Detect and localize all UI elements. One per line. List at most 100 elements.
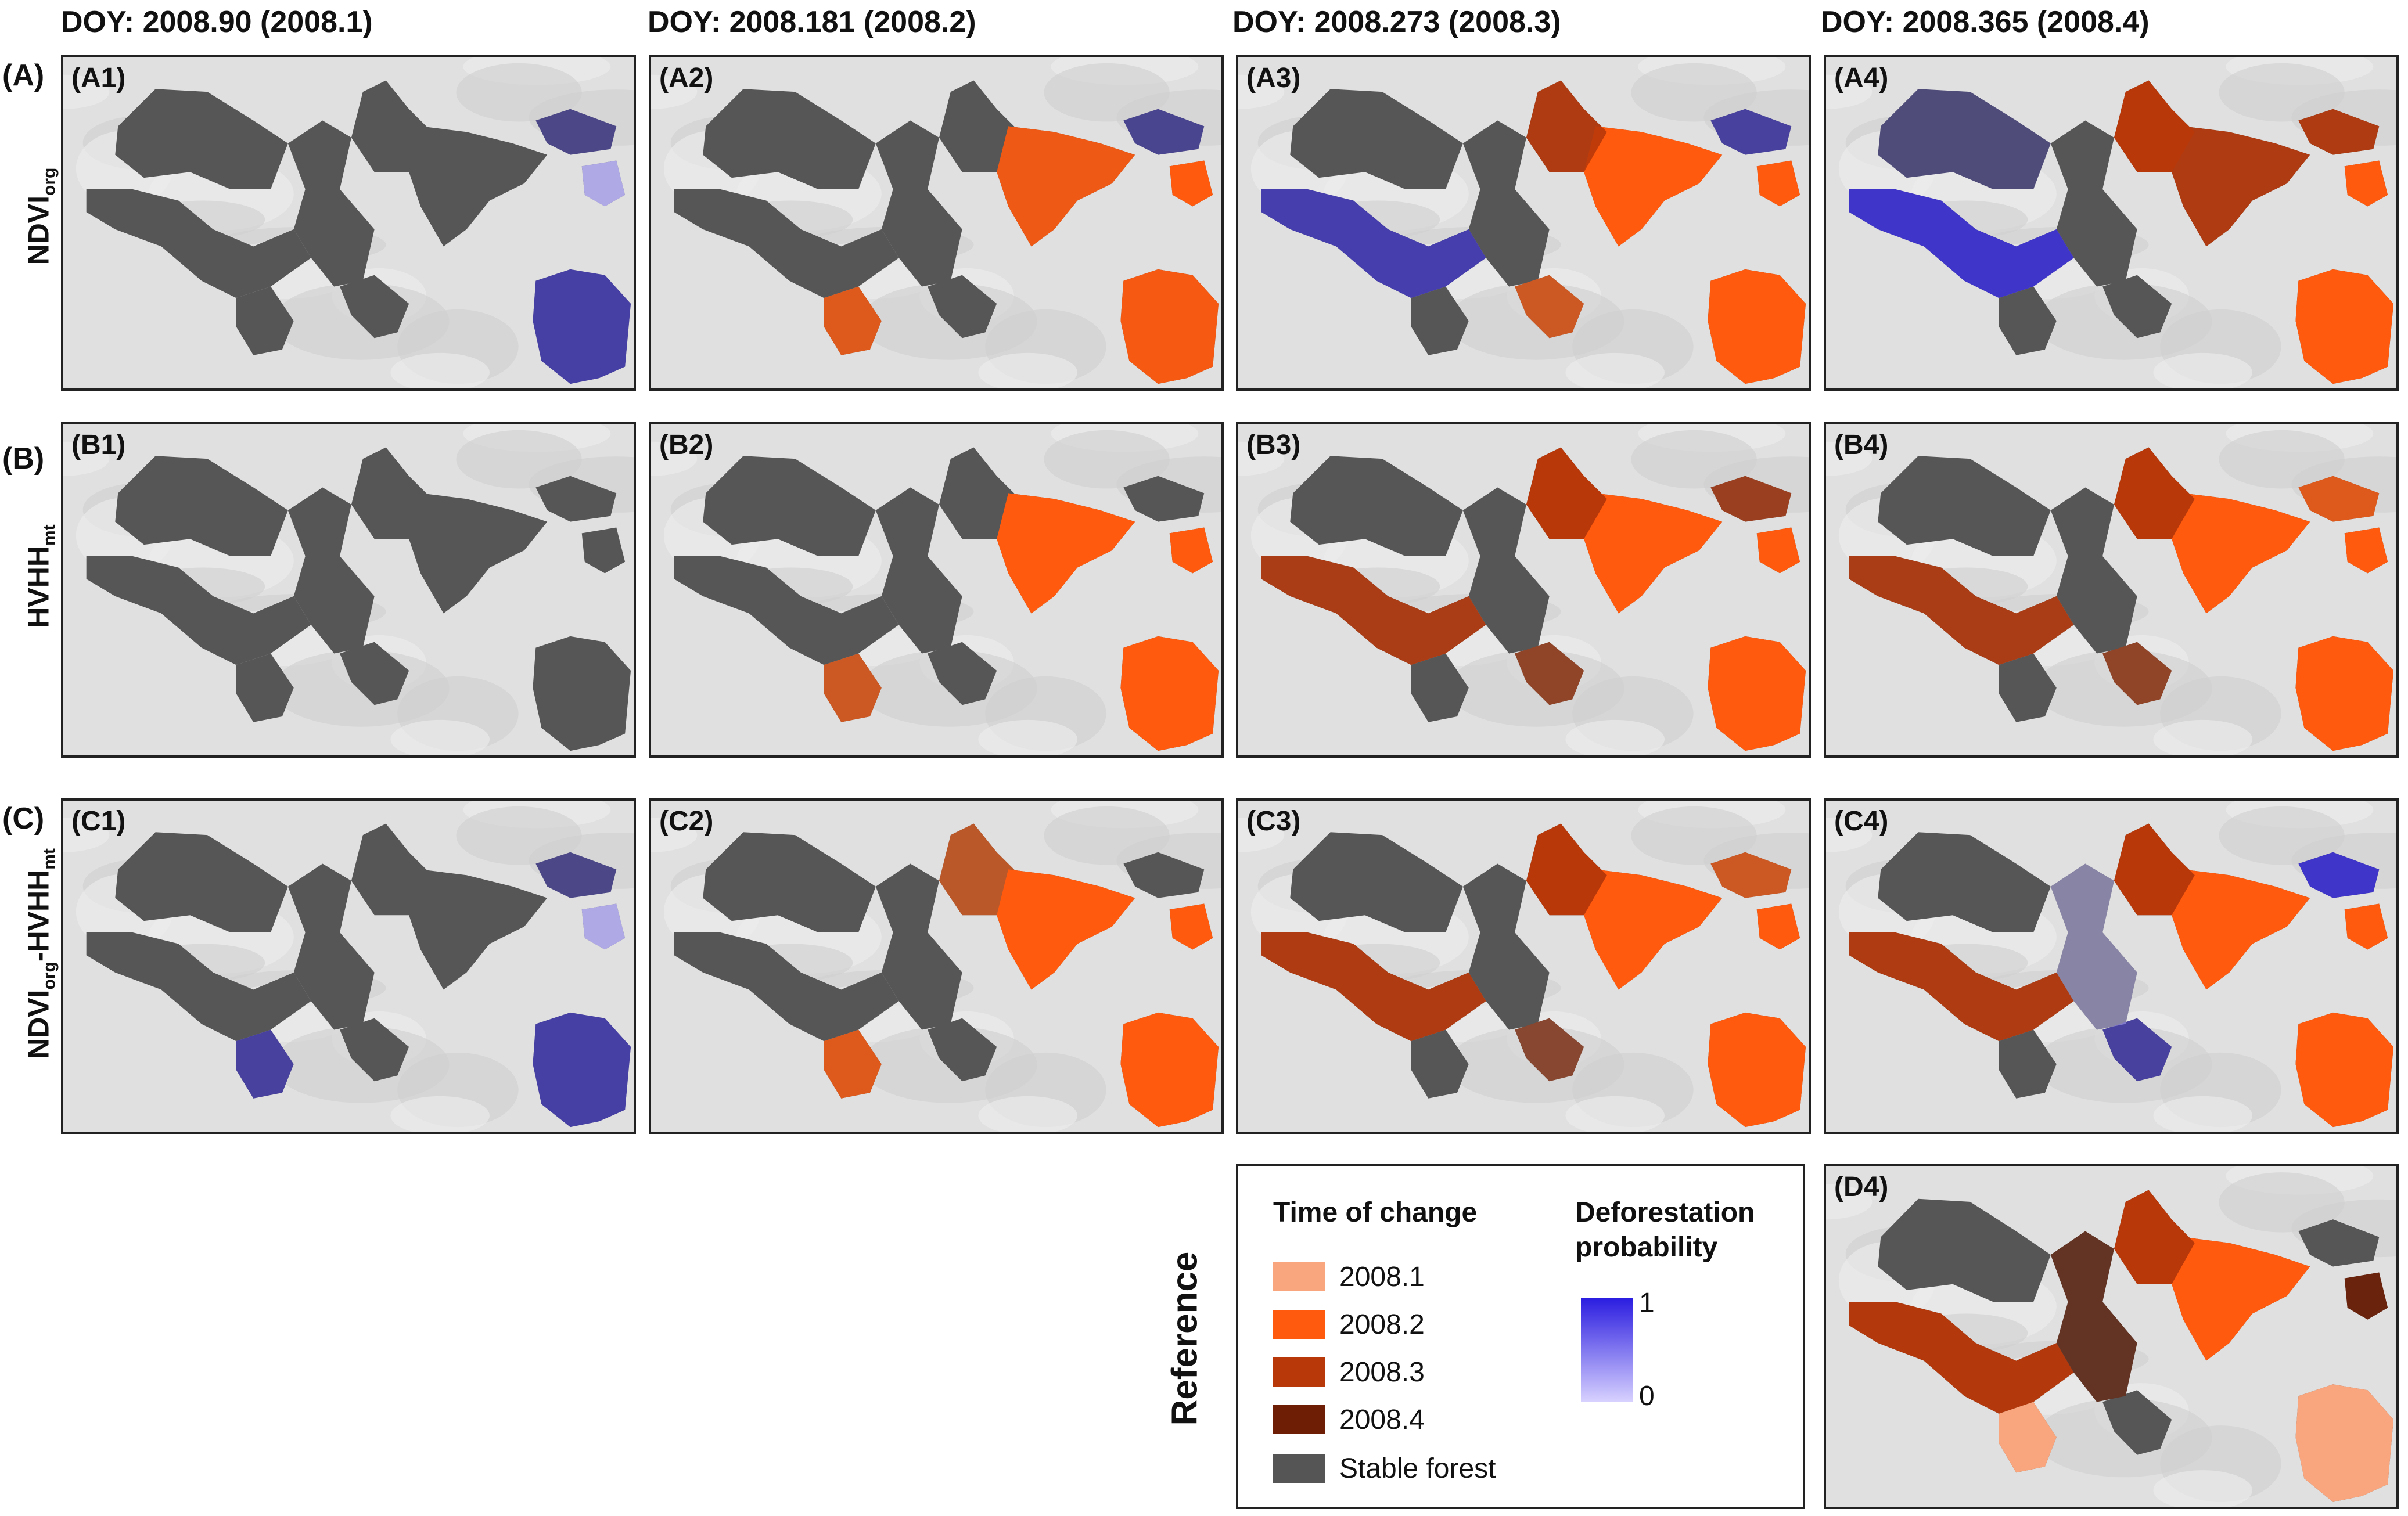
row-title-c: NDVIorg-HVHHmt <box>22 848 59 1059</box>
map-canvas <box>651 801 1221 1132</box>
legend: Time of change Deforestation probability… <box>1236 1164 1805 1509</box>
panel-label-b3: (B3) <box>1246 430 1301 460</box>
legend-swatch <box>1273 1454 1325 1483</box>
change-patch <box>2172 869 2310 990</box>
terrain-shade <box>1631 806 1757 865</box>
terrain-shade <box>1044 63 1170 122</box>
map-canvas <box>1238 57 1809 388</box>
terrain-shade <box>2219 63 2345 122</box>
change-patch <box>2344 527 2388 574</box>
forest-patch <box>1290 832 1463 932</box>
map-panel-c1: (C1) <box>61 798 636 1134</box>
forest-patch <box>2050 487 2137 654</box>
column-header-4: DOY: 2008.365 (2008.4) <box>1821 5 2150 39</box>
change-patch <box>1849 1302 2074 1414</box>
colorbar-max-label: 1 <box>1639 1288 1655 1319</box>
forest-patch <box>928 642 997 705</box>
forest-patch <box>535 109 617 155</box>
terrain-shade <box>1565 719 1665 755</box>
terrain-shade <box>1826 1184 1873 1220</box>
change-patch <box>533 1012 631 1128</box>
change-patch <box>2114 80 2195 172</box>
change-patch <box>2114 447 2195 539</box>
forest-patch <box>1462 487 1550 654</box>
change-patch <box>1261 556 1486 665</box>
forest-patch <box>1123 476 1205 522</box>
map-panel-b2: (B2) <box>649 422 1224 758</box>
column-header-2: DOY: 2008.181 (2008.2) <box>648 5 976 39</box>
change-patch <box>2295 1012 2394 1128</box>
forest-patch <box>1123 109 1205 155</box>
forest-patch <box>86 189 311 298</box>
panel-label-a2: (A2) <box>659 63 714 93</box>
change-patch <box>1849 932 2074 1042</box>
change-patch <box>1120 269 1219 384</box>
terrain-shade <box>1238 818 1285 852</box>
forest-patch <box>1999 1029 2057 1099</box>
change-patch <box>2114 823 2195 916</box>
legend-item-label: 2008.3 <box>1339 1356 1425 1388</box>
change-patch <box>2295 269 2394 384</box>
forest-patch <box>535 852 617 898</box>
terrain-shade <box>1044 430 1170 489</box>
terrain-shade <box>2219 430 2345 489</box>
map-canvas <box>63 57 634 388</box>
map-panel-c2: (C2) <box>649 798 1224 1134</box>
terrain-shade <box>1826 74 1873 109</box>
legend-item-label: Stable forest <box>1339 1453 1496 1484</box>
row-label-a: (A) <box>2 59 45 92</box>
terrain-shade <box>978 1096 1077 1132</box>
terrain-shade <box>63 818 110 852</box>
legend-swatch <box>1273 1262 1325 1291</box>
change-patch <box>2344 1272 2388 1320</box>
change-patch <box>2172 1237 2310 1361</box>
forest-patch <box>703 456 876 556</box>
change-patch <box>1708 269 1806 384</box>
change-patch <box>2298 852 2380 898</box>
legend-item-label: 2008.2 <box>1339 1309 1425 1340</box>
forest-patch <box>1123 852 1205 898</box>
reference-label: Reference <box>1165 1251 1205 1426</box>
map-canvas <box>1826 424 2396 755</box>
change-patch <box>2344 903 2388 950</box>
change-patch <box>824 1029 882 1099</box>
map-canvas <box>651 57 1221 388</box>
forest-patch <box>2050 120 2137 287</box>
forest-patch <box>115 89 288 189</box>
map-panel-d4: (D4) <box>1824 1164 2399 1509</box>
panel-label-b1: (B1) <box>71 430 126 460</box>
change-patch <box>535 852 617 898</box>
legend-item-2008-3: 2008.3 <box>1273 1355 1425 1389</box>
forest-patch <box>674 189 899 298</box>
change-patch <box>1526 823 1607 916</box>
change-patch <box>1849 556 2074 665</box>
terrain-shade <box>2153 1096 2252 1132</box>
forest-patch <box>581 527 626 574</box>
terrain-shade <box>2153 352 2252 388</box>
forest-patch <box>533 636 631 751</box>
forest-patch <box>351 823 432 916</box>
change-patch <box>2298 1219 2380 1267</box>
change-patch <box>1849 189 2074 298</box>
forest-patch <box>236 653 294 722</box>
forest-patch <box>1411 286 1469 355</box>
change-patch <box>1710 109 1792 155</box>
terrain-shade <box>1631 430 1757 489</box>
legend-item-2008-1: 2008.1 <box>1273 1259 1425 1294</box>
change-patch <box>824 653 882 722</box>
legend-swatch <box>1273 1357 1325 1387</box>
panel-label-c4: (C4) <box>1834 806 1889 837</box>
change-patch <box>2102 1018 2172 1082</box>
forest-patch <box>928 1018 997 1082</box>
map-panel-a3: (A3) <box>1236 55 1811 391</box>
change-patch <box>1515 275 1584 339</box>
change-patch <box>2050 863 2137 1030</box>
legend-item-2008-2: 2008.2 <box>1273 1307 1425 1342</box>
probability-colorbar <box>1581 1298 1633 1402</box>
change-patch <box>2295 1384 2394 1502</box>
change-patch <box>1120 1012 1219 1128</box>
panel-label-c3: (C3) <box>1246 806 1301 837</box>
change-patch <box>997 869 1135 990</box>
change-patch <box>1526 447 1607 539</box>
forest-patch <box>287 487 375 654</box>
